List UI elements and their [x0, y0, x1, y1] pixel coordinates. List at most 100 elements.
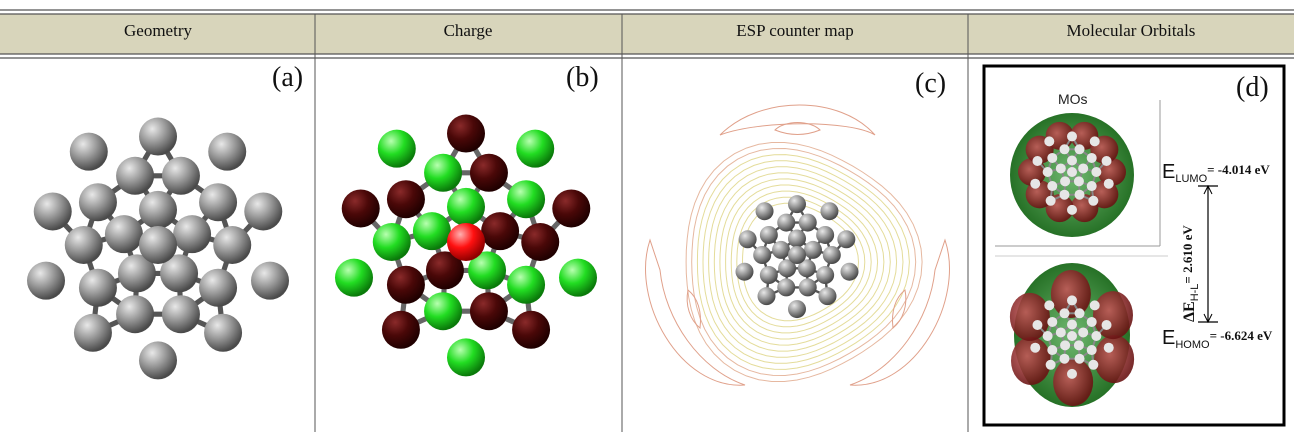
atom [1030, 343, 1040, 353]
homo-energy: EHOMO= -6.624 eV [1162, 327, 1273, 351]
atom [1047, 153, 1057, 163]
symbol: E [1162, 327, 1175, 349]
atom [335, 259, 373, 297]
atom [1067, 295, 1077, 305]
atom [823, 246, 841, 264]
value: = -4.014 eV [1207, 162, 1270, 177]
atom [772, 241, 790, 259]
atom [1056, 163, 1066, 173]
atom [1104, 343, 1114, 353]
panel-label: (b) [566, 62, 599, 93]
symbol: ΔE [1181, 301, 1198, 322]
atom [507, 180, 545, 218]
lumo-energy: ELUMO= -4.014 eV [1162, 161, 1270, 185]
gap-energy: ΔEH-L= 2.610 eV [1180, 225, 1201, 322]
atom [1102, 156, 1112, 166]
atom [760, 226, 778, 244]
panel-label: (a) [272, 62, 303, 93]
atom [1074, 176, 1084, 186]
atom [1059, 190, 1069, 200]
atom [424, 292, 462, 330]
value: = -6.624 eV [1210, 328, 1273, 343]
panel-label: (d) [1236, 72, 1269, 103]
atom [1043, 167, 1053, 177]
geometry-image [27, 118, 289, 380]
atom [1087, 181, 1097, 191]
atom [139, 191, 177, 229]
atom [1067, 155, 1077, 165]
atom [447, 188, 485, 226]
atom [1067, 205, 1077, 215]
atom [1087, 345, 1097, 355]
atom [1032, 320, 1042, 330]
subscript: HOMO [1175, 339, 1210, 351]
atom [387, 266, 425, 304]
contour [687, 290, 700, 328]
atom [342, 189, 380, 227]
atom [788, 300, 806, 318]
atom [1043, 331, 1053, 341]
atom [173, 215, 211, 253]
atom [1044, 300, 1054, 310]
atom [760, 266, 778, 284]
atom [1102, 320, 1112, 330]
atom [1091, 331, 1101, 341]
atom [1067, 369, 1077, 379]
atom [1074, 340, 1084, 350]
atom [1067, 131, 1077, 141]
atom [1078, 163, 1088, 173]
atom [507, 266, 545, 304]
atom [105, 215, 143, 253]
atom [516, 130, 554, 168]
atom [777, 278, 795, 296]
atom [244, 192, 282, 230]
atom [74, 314, 112, 352]
atom [382, 311, 420, 349]
atom [837, 230, 855, 248]
atom [1075, 144, 1085, 154]
atom [753, 246, 771, 264]
atom [162, 157, 200, 195]
atom [447, 223, 485, 261]
atom [552, 189, 590, 227]
atom [788, 246, 806, 264]
atom [512, 311, 550, 349]
atom [820, 202, 838, 220]
atom [818, 287, 836, 305]
atom [251, 262, 289, 300]
charge-image [335, 115, 597, 377]
atom [378, 130, 416, 168]
atom [756, 202, 774, 220]
atom [799, 214, 817, 232]
atom [1059, 308, 1069, 318]
atom [373, 223, 411, 261]
esp-image [646, 105, 950, 385]
atom [70, 133, 108, 171]
atom [788, 230, 806, 248]
mo-title: MOs [1058, 91, 1088, 107]
atom [1088, 196, 1098, 206]
column-header: Charge [444, 21, 493, 40]
atom [199, 269, 237, 307]
atom [1067, 331, 1077, 341]
atom [521, 223, 559, 261]
atom [799, 278, 817, 296]
atom [447, 338, 485, 376]
atom [1056, 327, 1066, 337]
atom [1059, 144, 1069, 154]
atom [387, 180, 425, 218]
atom [1046, 196, 1056, 206]
atom [424, 154, 462, 192]
atom [447, 115, 485, 153]
figure-table: Geometry Charge ESP counter map Molecula… [0, 0, 1294, 432]
atom [1044, 136, 1054, 146]
atom [1087, 317, 1097, 327]
atom [777, 214, 795, 232]
atom [413, 212, 451, 250]
atom [199, 183, 237, 221]
atom [79, 269, 117, 307]
orbital-lobe [1051, 270, 1091, 318]
atom [1046, 360, 1056, 370]
orbital-lobe [1011, 337, 1051, 385]
atom [1030, 179, 1040, 189]
